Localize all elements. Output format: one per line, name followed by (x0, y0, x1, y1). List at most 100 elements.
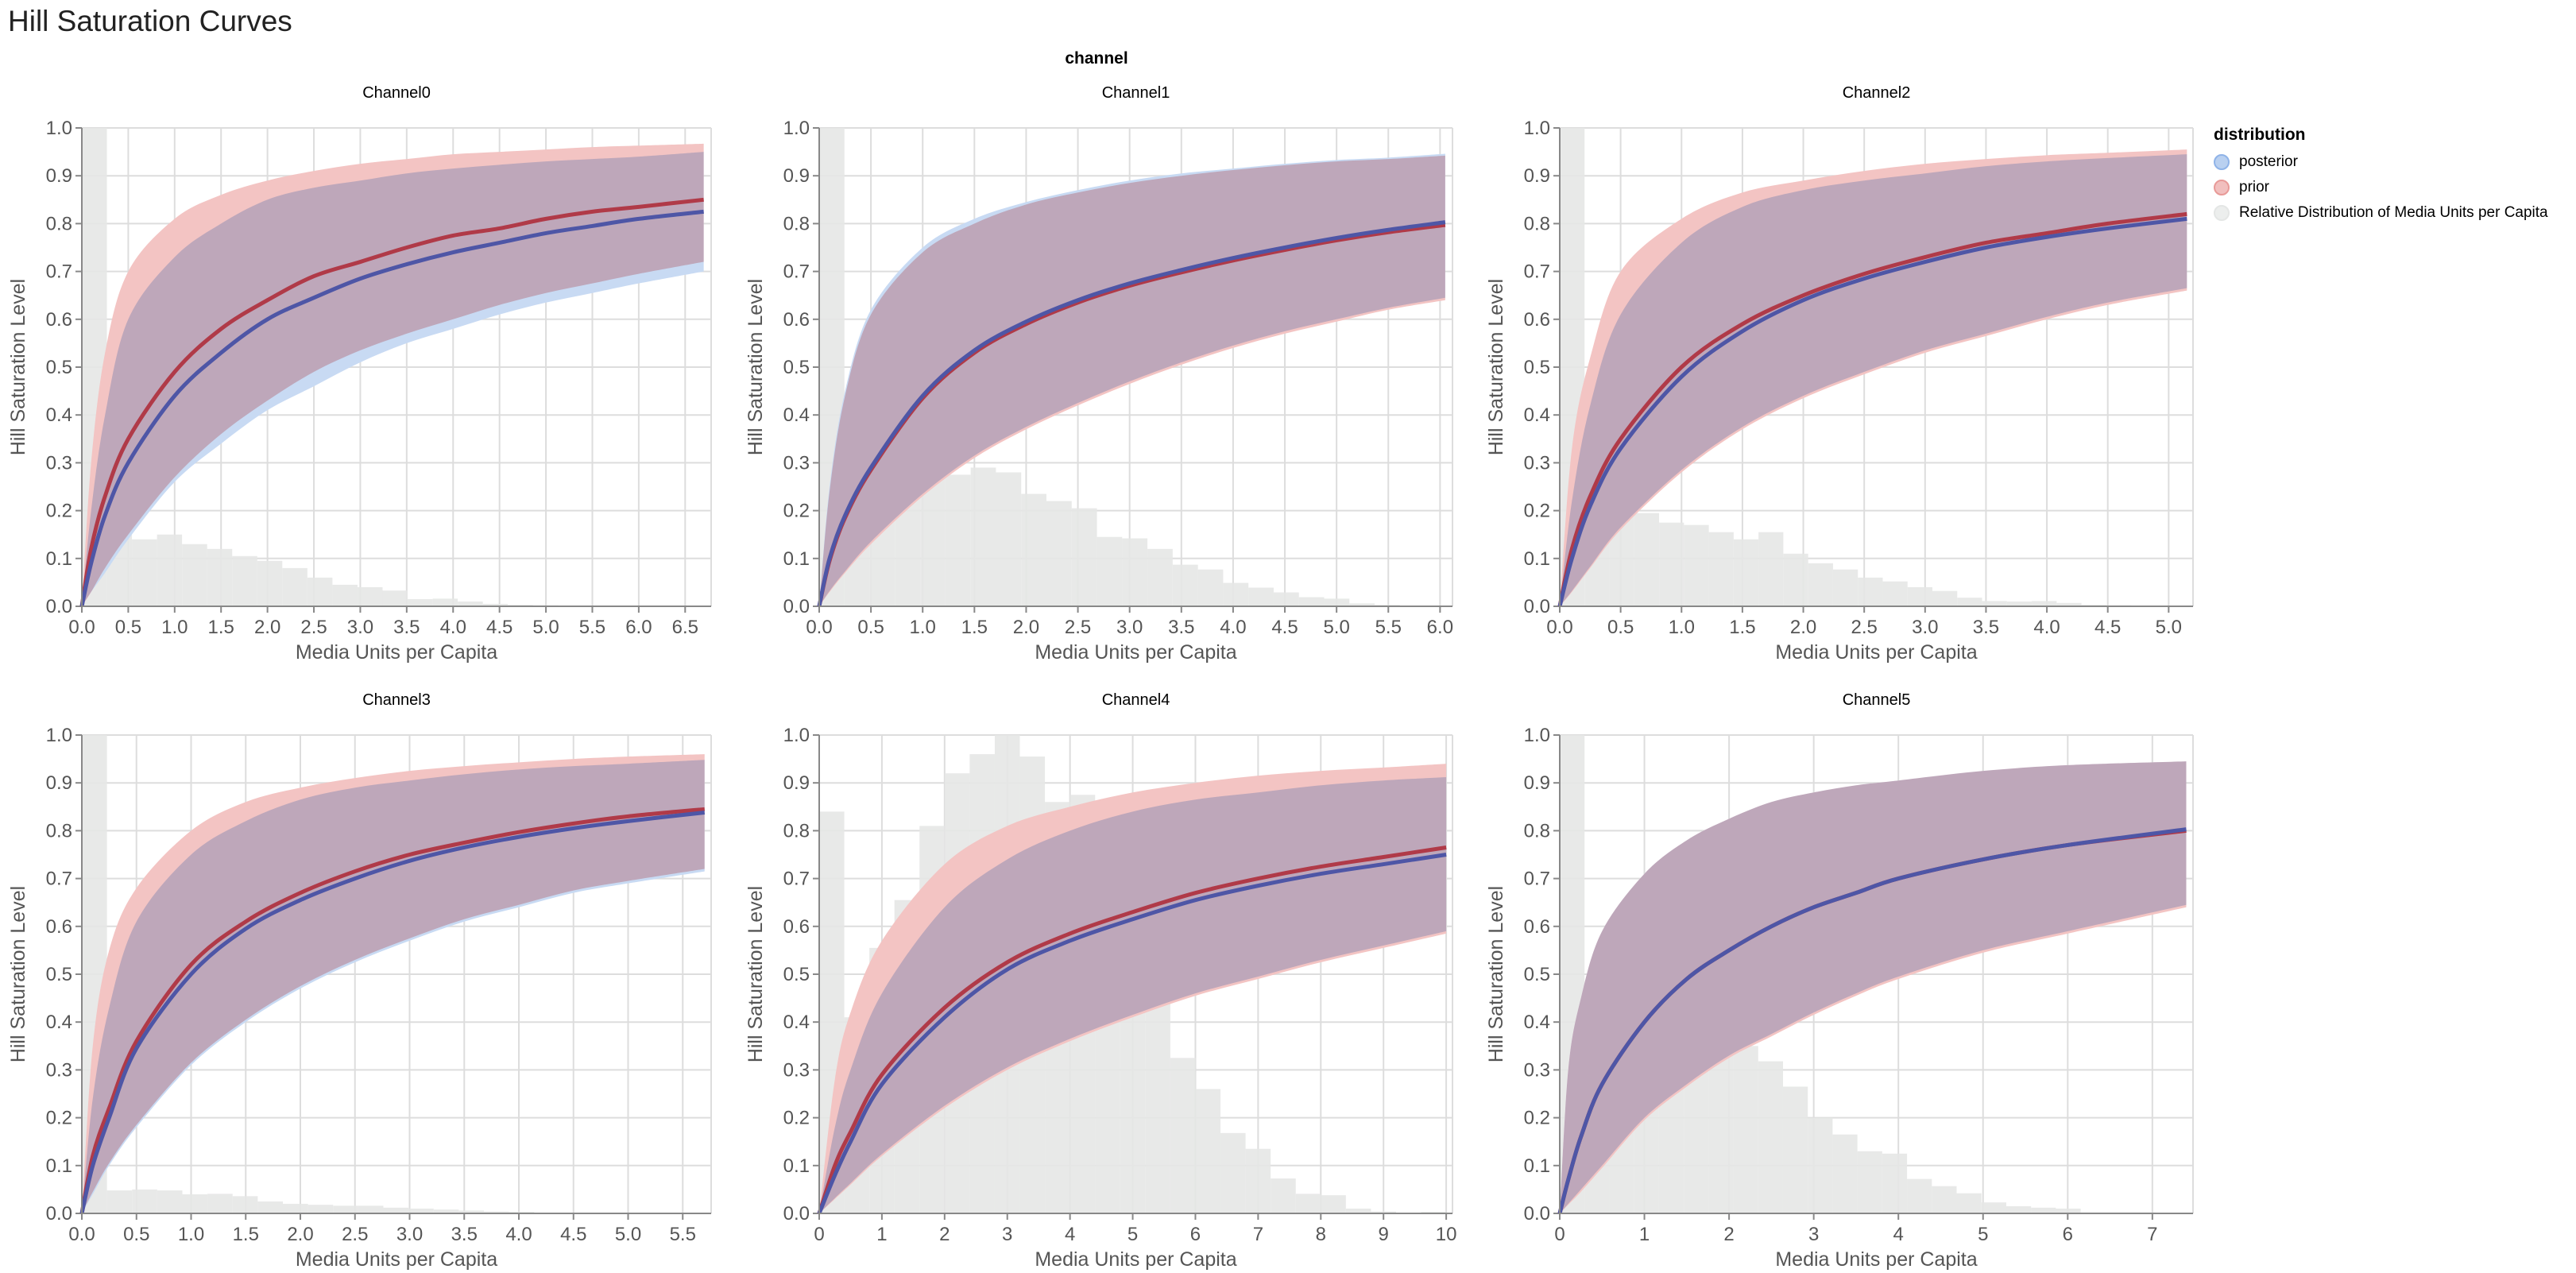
x-tick-label: 2.0 (287, 1224, 313, 1245)
histogram-bar (1634, 513, 1660, 606)
histogram-bar (1122, 538, 1148, 606)
x-tick-label: 9 (1379, 1224, 1389, 1245)
x-tick-label: 4.5 (486, 617, 512, 638)
legend-label: posterior (2239, 153, 2298, 170)
x-axis-title: Media Units per Capita (1035, 641, 1236, 664)
histogram-bar (257, 1201, 283, 1213)
x-tick-label: 2.5 (342, 1224, 368, 1245)
y-tick-label: 0.4 (46, 1012, 72, 1033)
x-axis-title: Media Units per Capita (296, 641, 497, 664)
x-tick-label: 1.0 (178, 1224, 204, 1245)
x-tick-label: 3.0 (396, 1224, 423, 1245)
y-tick-label: 0.3 (46, 452, 72, 474)
y-tick-label: 0.1 (46, 548, 72, 570)
histogram-bar (232, 555, 257, 606)
histogram-bar (357, 586, 383, 606)
facet-header: channel (1065, 49, 1128, 68)
posterior-credible-band (1560, 761, 2187, 1213)
credible-bands (1560, 149, 2187, 607)
posterior-median-line (817, 220, 1446, 607)
panel-title: Channel5 (1843, 691, 1911, 709)
histogram-bar (1932, 1186, 1957, 1213)
y-tick-label: 0.6 (783, 916, 810, 938)
x-tick-label: 2.5 (1065, 617, 1091, 638)
x-tick-label: 1.0 (1669, 617, 1695, 638)
histogram-bar (333, 1205, 358, 1213)
x-tick-label: 4.0 (505, 1224, 532, 1245)
histogram-bar (1832, 1134, 1858, 1213)
posterior-median-line (79, 811, 706, 1214)
histogram-bar (1758, 532, 1784, 606)
histogram-bar (996, 472, 1022, 606)
x-tick-label: 3 (1808, 1224, 1819, 1245)
y-tick-label: 0.3 (783, 1059, 810, 1081)
y-tick-label: 0.4 (783, 1012, 810, 1033)
histogram-bar (2056, 602, 2082, 606)
histogram-bar (1956, 1193, 1982, 1213)
y-tick-label: 0.7 (1524, 261, 1550, 283)
histogram-bar (1071, 508, 1097, 606)
histogram-bar (1907, 586, 1933, 606)
histogram-bar (182, 544, 207, 606)
y-tick-label: 1.0 (1524, 725, 1550, 746)
legend-item-media-distribution[interactable]: Relative Distribution of Media Units per… (2214, 200, 2548, 226)
histogram-bar (282, 567, 307, 606)
y-tick-label: 0.9 (46, 772, 72, 794)
panel-title: Channel2 (1843, 84, 1911, 102)
x-tick-label: 0.0 (806, 617, 832, 638)
posterior-credible-band (819, 776, 1447, 1213)
x-tick-label: 5.5 (1375, 617, 1402, 638)
histogram-bar (1195, 1089, 1221, 1213)
x-tick-label: 2 (1723, 1224, 1734, 1245)
x-tick-label: 1.5 (1729, 617, 1755, 638)
panel-title: Channel4 (1102, 691, 1170, 709)
credible-bands (1560, 761, 2187, 1213)
histogram-bar (132, 1189, 157, 1213)
x-tick-label: 0.5 (115, 617, 141, 638)
y-tick-label: 0.8 (46, 213, 72, 234)
histogram-bar (1758, 1061, 1783, 1213)
legend-item-prior[interactable]: prior (2214, 175, 2548, 200)
histogram-bar (1245, 1148, 1271, 1213)
histogram-bar (383, 1207, 409, 1213)
y-tick-label: 0.6 (783, 309, 810, 331)
y-tick-label: 0.5 (783, 964, 810, 985)
y-tick-label: 0.9 (783, 165, 810, 187)
y-tick-label: 0.9 (783, 772, 810, 794)
x-tick-label: 2 (939, 1224, 950, 1245)
posterior-median-line (817, 853, 1447, 1214)
y-tick-label: 0.0 (46, 1203, 72, 1225)
credible-bands (819, 153, 1445, 606)
y-tick-label: 0.6 (1524, 916, 1550, 938)
histogram-bar (1321, 1195, 1346, 1213)
y-axis-title: Hill Saturation Level (1485, 886, 1507, 1062)
legend-item-posterior[interactable]: posterior (2214, 149, 2548, 175)
x-tick-label: 7 (1253, 1224, 1263, 1245)
histogram-bar (1882, 581, 1908, 606)
x-tick-label: 2.0 (254, 617, 280, 638)
x-tick-label: 5 (1978, 1224, 1988, 1245)
y-tick-label: 0.3 (1524, 1059, 1550, 1081)
x-tick-label: 3.0 (1912, 617, 1938, 638)
y-tick-label: 0.5 (1524, 964, 1550, 985)
x-tick-label: 5.5 (579, 617, 605, 638)
histogram-bar (307, 577, 333, 606)
histogram-bar (433, 1209, 459, 1213)
histogram-bar (307, 1205, 334, 1213)
histogram-bar (1349, 603, 1375, 606)
y-tick-label: 0.8 (1524, 820, 1550, 842)
y-axis-title: Hill Saturation Level (1485, 279, 1507, 455)
histogram-bar (1097, 536, 1123, 606)
panel-title: Channel1 (1102, 84, 1170, 102)
y-tick-label: 0.1 (1524, 1155, 1550, 1177)
y-tick-label: 1.0 (46, 118, 72, 139)
y-tick-label: 0.7 (783, 261, 810, 283)
histogram-bar (2056, 1208, 2081, 1213)
y-tick-label: 0.3 (46, 1059, 72, 1081)
x-tick-label: 2.0 (1013, 617, 1039, 638)
y-tick-label: 0.5 (46, 357, 72, 378)
x-tick-label: 1 (1639, 1224, 1650, 1245)
x-tick-label: 4 (1893, 1224, 1904, 1245)
posterior-credible-band (82, 152, 704, 607)
